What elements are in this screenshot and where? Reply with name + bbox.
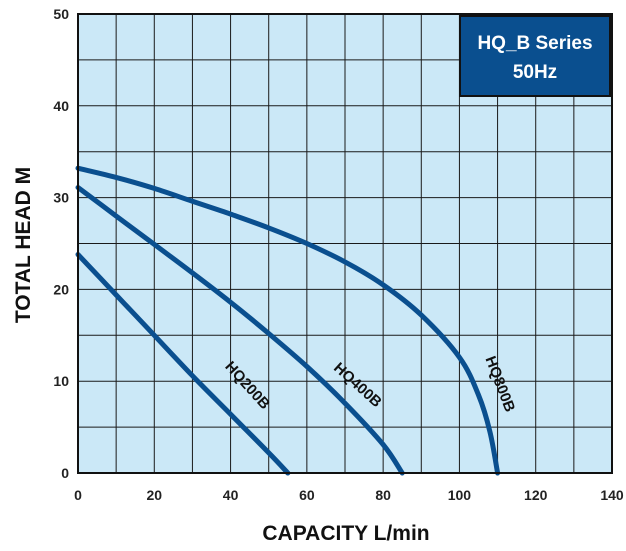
y-tick-label: 10 [53,373,69,389]
series-curve-hq800b [75,165,501,476]
x-tick-label: 20 [146,487,162,503]
grid-lines [78,14,612,473]
legend-background [459,15,611,97]
series-curve-hq400b [75,185,405,476]
y-tick-label: 0 [61,465,69,481]
legend-line-1: HQ_B Series [477,33,592,54]
series-curve-hq200b [75,252,291,476]
series-curves [75,165,501,476]
y-tick-label: 50 [53,6,69,22]
plot-frame [77,13,613,474]
x-tick-label: 100 [448,487,472,503]
y-tick-label: 40 [53,98,69,114]
x-axis-title: CAPACITY L/min [262,522,429,545]
x-tick-label: 140 [600,487,624,503]
x-tick-label: 0 [74,487,82,503]
x-tick-label: 40 [223,487,239,503]
x-tick-label: 80 [375,487,391,503]
y-tick-label: 30 [53,190,69,206]
tick-labels: 0 20 40 60 80 100 120 140 0 10 20 30 40 50 [53,6,623,503]
y-axis-title: TOTAL HEAD M [12,167,35,323]
x-tick-label: 60 [299,487,315,503]
legend-box: HQ_B Series 50Hz [459,15,611,97]
legend-line-2: 50Hz [513,62,557,83]
x-tick-label: 120 [524,487,548,503]
y-tick-label: 20 [53,281,69,297]
